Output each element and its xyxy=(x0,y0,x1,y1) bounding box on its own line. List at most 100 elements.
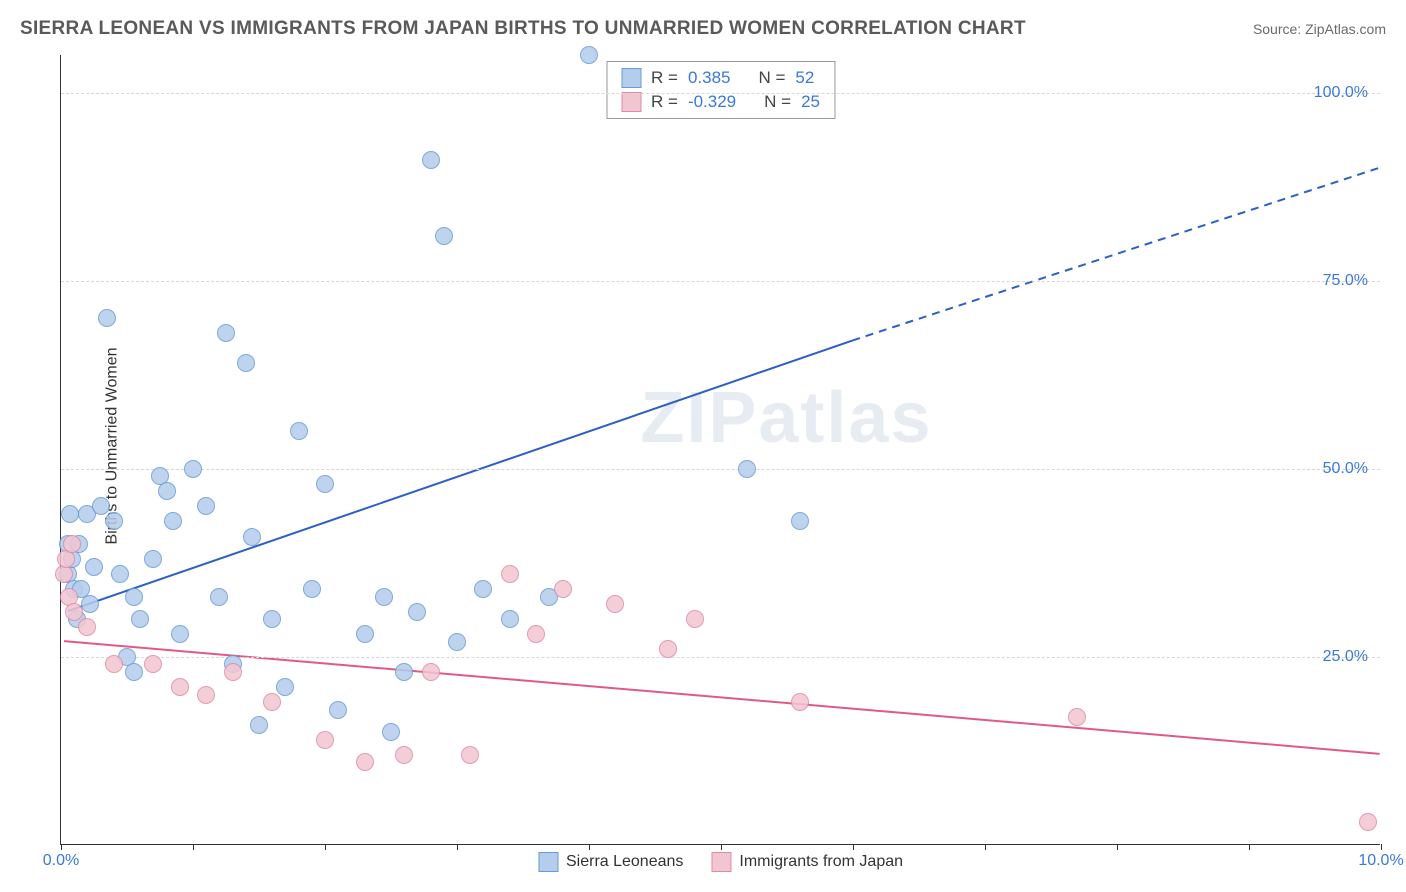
scatter-point xyxy=(263,693,281,711)
scatter-point xyxy=(125,588,143,606)
scatter-point xyxy=(210,588,228,606)
scatter-point xyxy=(461,746,479,764)
scatter-point xyxy=(144,550,162,568)
scatter-point xyxy=(435,227,453,245)
scatter-point xyxy=(422,151,440,169)
y-tick-label: 75.0% xyxy=(1323,272,1368,290)
scatter-point xyxy=(686,610,704,628)
scatter-point xyxy=(197,686,215,704)
legend-swatch-icon xyxy=(621,92,641,112)
scatter-point xyxy=(1068,708,1086,726)
scatter-point xyxy=(250,716,268,734)
legend-r-label: R = xyxy=(651,66,678,90)
gridline-horizontal xyxy=(61,657,1380,658)
scatter-point xyxy=(263,610,281,628)
scatter-point xyxy=(554,580,572,598)
chart-title: SIERRA LEONEAN VS IMMIGRANTS FROM JAPAN … xyxy=(20,18,1026,40)
scatter-point xyxy=(606,595,624,613)
gridline-horizontal xyxy=(61,469,1380,470)
gridline-horizontal xyxy=(61,281,1380,282)
scatter-point xyxy=(61,505,79,523)
legend-swatch-icon xyxy=(538,852,558,872)
scatter-point xyxy=(580,46,598,64)
chart-plot-area: ZIPatlas R = 0.385 N = 52 R = -0.329 N =… xyxy=(60,55,1380,845)
x-tick xyxy=(193,844,194,850)
scatter-point xyxy=(171,625,189,643)
scatter-point xyxy=(290,422,308,440)
scatter-point xyxy=(237,354,255,372)
chart-source: Source: ZipAtlas.com xyxy=(1253,21,1386,37)
scatter-point xyxy=(375,588,393,606)
scatter-point xyxy=(527,625,545,643)
y-tick-label: 100.0% xyxy=(1314,84,1368,102)
x-tick xyxy=(457,844,458,850)
x-tick xyxy=(1249,844,1250,850)
series-legend: Sierra Leoneans Immigrants from Japan xyxy=(538,852,903,872)
scatter-point xyxy=(125,663,143,681)
scatter-point xyxy=(171,678,189,696)
series-legend-label: Sierra Leoneans xyxy=(566,853,683,871)
scatter-point xyxy=(329,701,347,719)
scatter-point xyxy=(382,723,400,741)
legend-swatch-icon xyxy=(711,852,731,872)
scatter-point xyxy=(474,580,492,598)
series-legend-item: Immigrants from Japan xyxy=(711,852,903,872)
scatter-point xyxy=(243,528,261,546)
scatter-point xyxy=(81,595,99,613)
y-tick-label: 50.0% xyxy=(1323,460,1368,478)
series-legend-item: Sierra Leoneans xyxy=(538,852,683,872)
scatter-point xyxy=(395,746,413,764)
x-tick xyxy=(1117,844,1118,850)
scatter-point xyxy=(105,655,123,673)
scatter-point xyxy=(224,663,242,681)
scatter-point xyxy=(184,460,202,478)
scatter-point xyxy=(85,558,103,576)
x-tick xyxy=(61,844,62,850)
scatter-point xyxy=(448,633,466,651)
scatter-point xyxy=(791,693,809,711)
scatter-point xyxy=(395,663,413,681)
scatter-point xyxy=(356,625,374,643)
scatter-point xyxy=(217,324,235,342)
regression-legend-row: R = 0.385 N = 52 xyxy=(621,66,820,90)
gridline-horizontal xyxy=(61,93,1380,94)
x-tick xyxy=(721,844,722,850)
scatter-point xyxy=(1359,813,1377,831)
legend-r-value: 0.385 xyxy=(688,66,731,90)
scatter-point xyxy=(164,512,182,530)
legend-n-label: N = xyxy=(758,66,785,90)
x-tick xyxy=(853,844,854,850)
series-legend-label: Immigrants from Japan xyxy=(739,853,903,871)
scatter-point xyxy=(144,655,162,673)
legend-n-value: 52 xyxy=(795,66,814,90)
x-tick xyxy=(985,844,986,850)
scatter-point xyxy=(659,640,677,658)
x-tick xyxy=(1381,844,1382,850)
watermark-text: ZIPatlas xyxy=(640,377,932,459)
scatter-point xyxy=(105,512,123,530)
scatter-point xyxy=(501,565,519,583)
scatter-point xyxy=(316,475,334,493)
x-tick-label: 0.0% xyxy=(43,852,79,870)
scatter-point xyxy=(65,603,83,621)
y-tick-label: 25.0% xyxy=(1323,648,1368,666)
x-tick xyxy=(325,844,326,850)
scatter-point xyxy=(791,512,809,530)
scatter-point xyxy=(63,535,81,553)
scatter-point xyxy=(303,580,321,598)
legend-swatch-icon xyxy=(621,68,641,88)
regression-legend: R = 0.385 N = 52 R = -0.329 N = 25 xyxy=(606,61,835,119)
scatter-point xyxy=(197,497,215,515)
scatter-point xyxy=(131,610,149,628)
scatter-point xyxy=(316,731,334,749)
scatter-point xyxy=(158,482,176,500)
scatter-point xyxy=(98,309,116,327)
scatter-point xyxy=(111,565,129,583)
scatter-point xyxy=(78,618,96,636)
chart-header: SIERRA LEONEAN VS IMMIGRANTS FROM JAPAN … xyxy=(20,18,1386,40)
scatter-point xyxy=(422,663,440,681)
x-tick xyxy=(589,844,590,850)
scatter-point xyxy=(738,460,756,478)
scatter-point xyxy=(92,497,110,515)
scatter-point xyxy=(408,603,426,621)
